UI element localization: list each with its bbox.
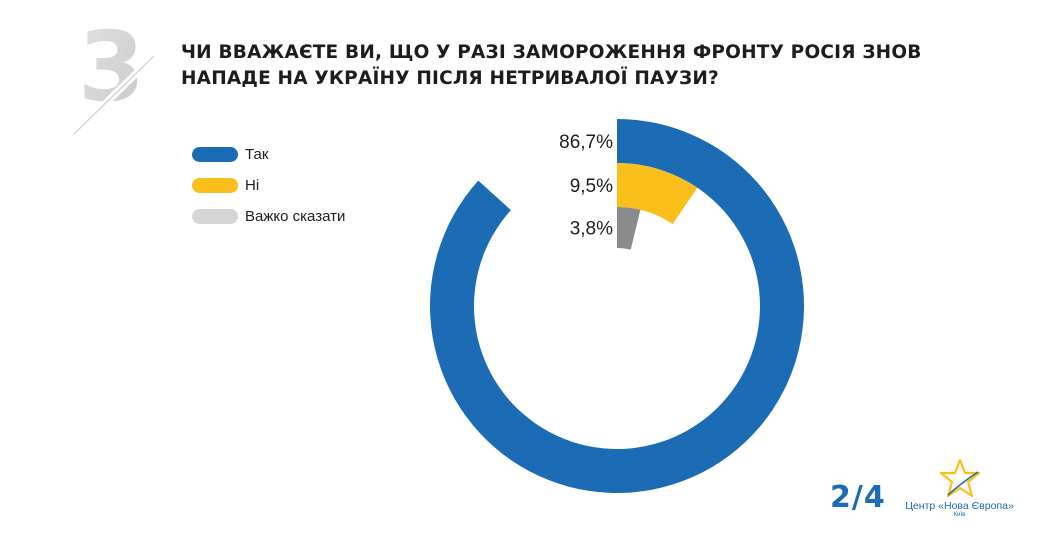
question-number-text: 3 <box>78 12 145 123</box>
legend-label-yes: Так <box>245 145 269 163</box>
legend-swatch-no <box>192 177 238 193</box>
legend: Так Ні Важко сказати <box>192 144 345 237</box>
slice-label-no: 9,5% <box>570 176 613 197</box>
chart-title-line-2: НАПАДЕ НА УКРАЇНУ ПІСЛЯ НЕТРИВАЛОЇ ПАУЗИ… <box>181 68 719 89</box>
legend-item-no: Ні <box>192 175 345 195</box>
legend-swatch-hard-to-say <box>192 208 238 224</box>
legend-swatch-yes <box>192 146 238 162</box>
chart-title-line-1: ЧИ ВВАЖАЄТЕ ВИ, ЩО У РАЗІ ЗАМОРОЖЕННЯ ФР… <box>181 42 922 63</box>
legend-item-hard-to-say: Важко сказати <box>192 206 345 226</box>
question-number-shadow-line <box>74 55 155 135</box>
slice-label-hard-to-say: 3,8% <box>570 219 613 240</box>
question-number: 3 <box>74 12 159 137</box>
logo-city: Київ <box>953 512 966 518</box>
legend-label-no: Ні <box>245 176 260 194</box>
legend-label-hard-to-say: Важко сказати <box>245 207 346 225</box>
slice-hard-to-say <box>617 207 641 250</box>
page-counter: 2/4 <box>830 480 886 515</box>
star-icon <box>939 458 980 498</box>
legend-item-yes: Так <box>192 144 345 164</box>
slice-no <box>617 163 698 225</box>
slice-label-yes: 86,7% <box>559 132 613 153</box>
logo: Центр «Нова Європа» Київ <box>897 458 1022 538</box>
chart-title: ЧИ ВВАЖАЄТЕ ВИ, ЩО У РАЗІ ЗАМОРОЖЕННЯ ФР… <box>181 40 941 92</box>
logo-name: Центр «Нова Європа» <box>905 500 1014 512</box>
